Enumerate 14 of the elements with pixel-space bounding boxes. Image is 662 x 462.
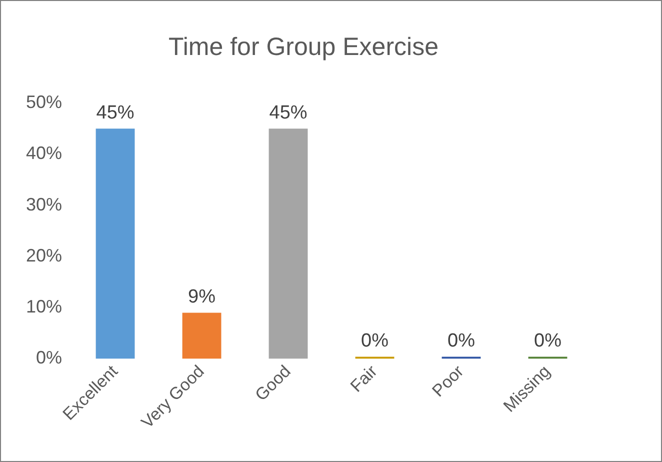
y-tick-label: 0% [36,348,62,368]
data-label: 9% [188,286,216,308]
chart-title: Time for Group Exercise [168,32,438,61]
data-label: 0% [448,330,476,352]
x-tick-label: Fair [346,361,382,396]
y-tick-label: 30% [26,194,62,214]
y-tick-label: 10% [26,296,62,317]
data-label: 0% [361,330,389,352]
y-tick-label: 50% [26,92,62,112]
y-tick-label: 40% [26,143,62,164]
data-label: 0% [534,330,562,352]
data-label: 45% [269,102,308,124]
y-tick-label: 20% [26,245,62,266]
data-label: 45% [96,102,134,124]
